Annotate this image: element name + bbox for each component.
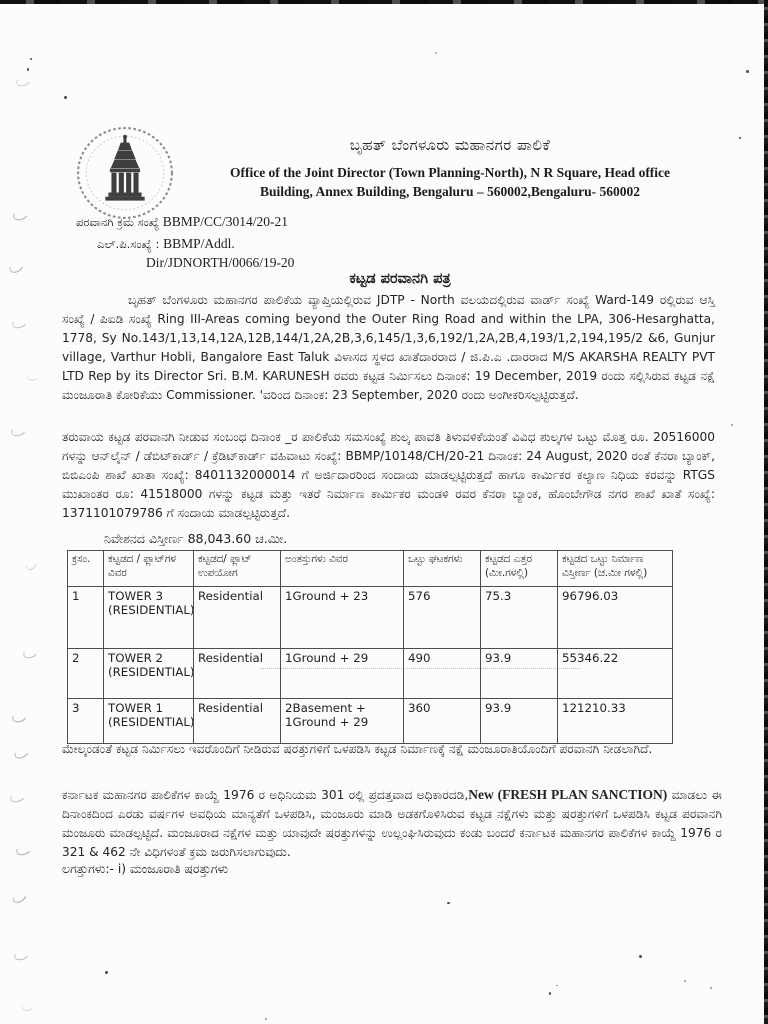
table-cell: 1Ground + 29: [280, 648, 404, 699]
scan-speck: [556, 985, 558, 986]
table-cell: 576: [403, 586, 481, 649]
table-cell: Residential: [193, 648, 281, 699]
scan-speck: [739, 137, 741, 139]
paragraph-fee-payment: ತರುವಾಯ ಕಟ್ಟಡ ಪರವಾನಗಿ ನೀಡುವ ಸಂಬಂಧ ದಿನಾಂಕ …: [62, 430, 715, 520]
table-body: 1 TOWER 3 (RESIDENTIAL) Residential 1Ground…: [67, 586, 673, 744]
col-building-details: ಕಟ್ಟಡದ / ಫ್ಲಾಟ್‌ಗಳ ವಿವರ: [103, 550, 194, 587]
scan-speck: [27, 68, 29, 71]
scan-speck: [64, 96, 67, 99]
permit-number-label: ಪರವಾನಗಿ ಕ್ರಮ ಸಂಖ್ಯೆ: [76, 215, 160, 229]
lp-number-value-line2: Dir/JDNORTH/0066/19-20: [146, 255, 295, 270]
table-row: 3 TOWER 1 (RESIDENTIAL) Residential 2Baseme…: [67, 698, 673, 744]
fresh-plan-sanction-text: New (FRESH PLAN SANCTION): [468, 787, 668, 802]
bbmp-emblem-icon: [77, 127, 173, 219]
binding-mark: [10, 709, 29, 725]
scan-speck: [435, 52, 437, 54]
table-cell: 1Ground + 23: [280, 586, 404, 649]
legal-terms-after: ಮಾಡಲು ಈ ದಿನಾಂಕದಿಂದ ಎರಡು ವರ್ಷಗಳ ಅವಧಿಯ ಮಾನ…: [62, 788, 722, 859]
binding-mark: [21, 645, 40, 661]
table-cell: 93.9: [480, 648, 558, 699]
scan-speck: [639, 955, 642, 958]
table-cell: TOWER 1 (RESIDENTIAL): [103, 698, 194, 744]
table-cell: Residential: [193, 586, 281, 649]
col-serial: ಕ್ರಸಂ.: [67, 550, 104, 587]
site-area-line: ನಿವೇಶನದ ವಿಸ್ತೀರ್ಣ 88,043.60 ಚ.ಮೀ.: [104, 531, 288, 546]
col-built-area: ಕಟ್ಟಡದ ಒಟ್ಟು ನಿರ್ಮಾಣ ವಿಸ್ತೀರ್ಣ (ಚ.ಮೀ ಗಳಲ…: [557, 550, 673, 587]
bbmp-emblem-logo: [74, 124, 176, 226]
table-row: 1 TOWER 3 (RESIDENTIAL) Residential 1Ground…: [67, 586, 673, 649]
table-cell: Residential: [193, 698, 281, 744]
scan-speck: [447, 902, 450, 904]
lp-number-value-line1: BBMP/Addl.: [163, 236, 235, 251]
scan-edge-top: [0, 0, 768, 4]
binding-mark: [11, 207, 30, 223]
table-cell: 1: [67, 586, 104, 649]
binding-mark: [8, 789, 27, 805]
paragraph-permission-granted: ಮೇಲ್ಕಂಡಂತೆ ಕಟ್ಟಡ ನಿರ್ಮಿಸಲು ಇವರೊಂದಿಗೆ ನೀಡ…: [62, 742, 653, 756]
scan-speck: [549, 992, 551, 995]
office-address: Office of the Joint Director (Town Plann…: [212, 163, 688, 201]
permit-number-value: BBMP/CC/3014/20-21: [162, 214, 289, 229]
office-address-line1: Office of the Joint Director (Town Plann…: [229, 165, 671, 180]
table-cell: 360: [403, 698, 481, 744]
paragraph-legal-terms: ಕರ್ನಾಟಕ ಮಹಾನಗರ ಪಾಲಿಕೆಗಳ ಕಾಯ್ದೆ 1976 ರ ಅಧ…: [62, 785, 722, 862]
table-cell: 75.3: [480, 586, 558, 649]
table-cell: 55346.22: [557, 648, 673, 699]
binding-mark: [14, 842, 33, 858]
scan-speck: [731, 424, 733, 426]
binding-mark: [10, 315, 29, 331]
col-floors: ಅಂತಸ್ತುಗಳು ವಿವರ: [280, 550, 404, 587]
org-title-kannada: ಬೃಹತ್ ಬೆಂಗಳೂರು ಮಹಾನಗರ ಪಾಲಿಕೆ: [349, 136, 551, 154]
table-cell: 2Basement + 1Ground + 29: [280, 698, 404, 744]
scan-speck: [30, 58, 32, 60]
lp-number-label: ಎಲ್.ಪಿ.ಸಂಖ್ಯೆ :: [97, 237, 160, 251]
paragraph-sanction-request: ಬೃಹತ್ ಬೆಂಗಳೂರು ಮಹಾನಗರ ಪಾಲಿಕೆಯ ವ್ಯಾಪ್ತಿಯಲ…: [62, 293, 715, 402]
document-title: ಕಟ್ಟಡ ಪರವಾನಗಿ ಪತ್ರ: [349, 271, 451, 287]
table-cell: TOWER 3 (RESIDENTIAL): [103, 586, 194, 649]
col-height: ಕಟ್ಟಡದ ಎತ್ತರ (ಮೀ.ಗಳಲ್ಲಿ): [480, 550, 558, 587]
scan-speck: [684, 980, 686, 982]
binding-mark: [10, 888, 29, 906]
table-cell: 93.9: [480, 698, 558, 744]
binding-mark: [20, 1002, 35, 1012]
col-usage: ಕಟ್ಟಡದ/ ಫ್ಲಾಟ್ ಉಪಯೋಗ: [193, 550, 281, 587]
binding-mark: [12, 947, 31, 963]
scan-speck: [746, 70, 749, 73]
table-cell: 3: [67, 698, 104, 744]
table-cell: 96796.03: [557, 586, 673, 649]
legal-terms-before: ಕರ್ನಾಟಕ ಮಹಾನಗರ ಪಾಲಿಕೆಗಳ ಕಾಯ್ದೆ 1976 ರ ಅಧ…: [62, 788, 469, 802]
binding-mark: [14, 73, 33, 89]
table-row: 2 TOWER 2 (RESIDENTIAL) Residential 1Ground…: [67, 648, 673, 699]
buildings-table: ಕ್ರಸಂ. ಕಟ್ಟಡದ / ಫ್ಲಾಟ್‌ಗಳ ವಿವರ ಕಟ್ಟಡದ/ ಫ…: [67, 550, 673, 744]
scan-speck: [710, 987, 712, 989]
col-total-units: ಒಟ್ಟು ಘಟಕಗಳು: [403, 550, 481, 587]
table-cell: 2: [67, 648, 104, 699]
scan-speck: [105, 971, 108, 974]
table-cell: 490: [403, 648, 481, 699]
attachments-line: ಲಗತ್ತುಗಳು:- i) ಮಂಜೂರಾತಿ ಷರತ್ತುಗಳು: [62, 862, 229, 876]
table-cell: 121210.33: [557, 698, 673, 744]
permit-number-row: ಪರವಾನಗಿ ಕ್ರಮ ಸಂಖ್ಯೆ BBMP/CC/3014/20-21: [76, 214, 288, 230]
table-cell: TOWER 2 (RESIDENTIAL): [103, 648, 194, 699]
binding-mark: [12, 745, 31, 761]
scan-edge-right: [764, 0, 768, 1024]
binding-mark: [24, 558, 39, 572]
lp-number-row: ಎಲ್.ಪಿ.ಸಂಖ್ಯೆ : BBMP/Addl.: [97, 236, 235, 252]
binding-mark: [9, 423, 28, 439]
office-address-line2: Building, Annex Building, Bengaluru – 56…: [260, 184, 640, 199]
binding-mark: [26, 373, 39, 381]
binding-mark: [7, 258, 26, 276]
table-header-row: ಕ್ರಸಂ. ಕಟ್ಟಡದ / ಫ್ಲಾಟ್‌ಗಳ ವಿವರ ಕಟ್ಟಡದ/ ಫ…: [67, 550, 673, 587]
scan-speck: [265, 1018, 267, 1020]
